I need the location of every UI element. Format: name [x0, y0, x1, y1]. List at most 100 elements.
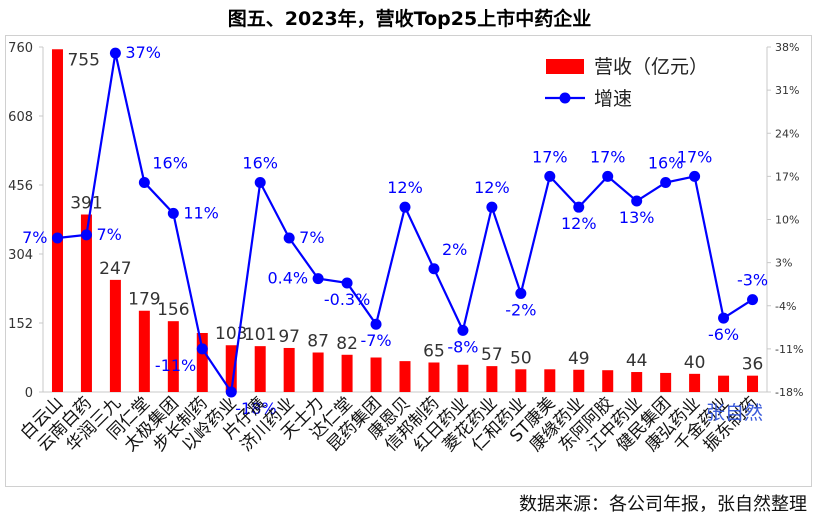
- line-labels: 7% 7% 37% 16% 11% -11% -18% 16% 7% 0.4% -0.3% -7% 12…: [22, 43, 768, 418]
- growth-data-label: 16%: [242, 154, 278, 173]
- bar: [196, 332, 208, 392]
- legend: 营收（亿元） 增速: [545, 56, 708, 110]
- bar: [631, 372, 643, 392]
- bar: [399, 361, 411, 392]
- bar-data-label: 179: [128, 290, 160, 310]
- growth-data-label: 12%: [474, 178, 510, 197]
- left-tick-label: 760: [8, 41, 33, 56]
- growth-point: [660, 177, 672, 189]
- growth-data-label: -7%: [360, 331, 391, 350]
- bar: [167, 321, 179, 392]
- growth-point: [283, 232, 295, 244]
- growth-point: [718, 312, 730, 324]
- bar-data-label: 247: [99, 259, 131, 279]
- growth-point: [109, 47, 121, 59]
- chart-title: 图五、2023年，营收Top25上市中药企业: [227, 8, 592, 30]
- right-tick-label: 17%: [775, 170, 799, 183]
- growth-data-label: 37%: [125, 43, 161, 62]
- growth-point: [544, 170, 556, 182]
- right-tick-label: 31%: [775, 84, 799, 97]
- growth-point: [138, 177, 150, 189]
- legend-line-marker: [559, 92, 571, 104]
- right-tick-label: 24%: [775, 127, 799, 140]
- growth-point: [573, 201, 585, 213]
- bar-data-label: 57: [481, 345, 503, 365]
- right-tick-label: 10%: [775, 214, 799, 227]
- axes: 0 152 304 456 608 760 -18% -11% -4% 3% 10% 17% 24% 31…: [8, 41, 803, 401]
- growth-data-label: 17%: [532, 147, 568, 166]
- bar: [80, 214, 92, 392]
- bar: [602, 370, 614, 392]
- bar: [457, 364, 469, 392]
- bar-data-label: 65: [423, 341, 445, 361]
- growth-point: [167, 207, 179, 219]
- bar-data-label: 97: [278, 327, 300, 347]
- growth-data-label: 16%: [152, 154, 188, 173]
- left-tick-label: 608: [8, 110, 33, 125]
- bar-data-label: 49: [568, 349, 590, 369]
- bar-data-label: 82: [336, 334, 358, 354]
- bar-data-label: 103: [215, 324, 247, 344]
- growth-point: [80, 229, 92, 241]
- growth-point: [602, 170, 614, 182]
- growth-data-label: -11%: [155, 356, 196, 375]
- bar: [370, 357, 382, 392]
- line-series: [51, 47, 759, 398]
- bar: [225, 345, 237, 392]
- right-tick-label: -11%: [775, 343, 803, 356]
- growth-point: [254, 177, 266, 189]
- bar: [312, 352, 324, 392]
- left-tick-label: 152: [8, 317, 33, 332]
- right-tick-label: -4%: [775, 300, 796, 313]
- growth-data-label: 7%: [96, 225, 121, 244]
- left-tick-label: 0: [25, 386, 33, 401]
- growth-point: [196, 343, 208, 355]
- bar-data-label: 40: [684, 353, 706, 373]
- growth-data-label: 13%: [619, 208, 655, 227]
- bar: [341, 354, 353, 392]
- growth-point: [631, 195, 643, 207]
- growth-data-label: -0.3%: [324, 290, 370, 309]
- legend-line-label: 增速: [594, 88, 632, 110]
- legend-bar-label: 营收（亿元）: [594, 56, 708, 78]
- bar: [660, 372, 672, 392]
- growth-point: [51, 232, 63, 244]
- right-tick-label: -18%: [775, 386, 803, 399]
- growth-data-label: 17%: [590, 147, 626, 166]
- growth-data-label: 17%: [677, 147, 713, 166]
- growth-point: [515, 287, 527, 299]
- growth-point: [486, 201, 498, 213]
- right-tick-label: 38%: [775, 41, 799, 54]
- bar-data-label: 87: [307, 332, 329, 352]
- growth-data-label: 16%: [648, 154, 684, 173]
- bar-series: [51, 49, 759, 392]
- legend-bar-swatch: [546, 59, 584, 74]
- bar-data-label: 391: [70, 194, 102, 214]
- bar: [283, 347, 295, 392]
- left-tick-label: 456: [8, 179, 33, 194]
- growth-data-label: 7%: [22, 228, 47, 247]
- bar-data-label: 101: [244, 325, 276, 345]
- growth-data-label: 2%: [442, 240, 467, 259]
- bar: [254, 346, 266, 392]
- bar-data-label: 36: [742, 355, 764, 375]
- growth-data-label: -6%: [708, 325, 739, 344]
- bar: [573, 369, 585, 392]
- left-tick-label: 304: [8, 248, 33, 263]
- bar-data-label: 156: [157, 300, 189, 320]
- bar: [138, 310, 150, 392]
- growth-data-label: -18%: [235, 399, 276, 418]
- growth-point: [428, 263, 440, 275]
- growth-data-label: -3%: [737, 271, 768, 290]
- growth-point: [312, 273, 324, 285]
- growth-data-label: 7%: [299, 228, 324, 247]
- growth-data-label: -8%: [447, 337, 478, 356]
- bar-data-label: 50: [510, 348, 532, 368]
- bar: [515, 369, 527, 392]
- bar: [486, 366, 498, 392]
- bar: [109, 279, 121, 392]
- bar: [544, 369, 556, 392]
- bar: [718, 375, 730, 392]
